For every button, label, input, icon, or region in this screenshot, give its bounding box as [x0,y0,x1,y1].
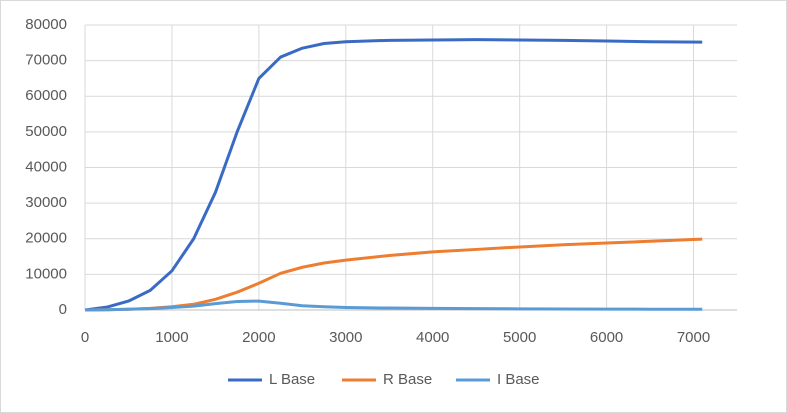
x-tick-label: 3000 [329,329,362,346]
series-line [84,299,703,312]
series-line [84,38,703,312]
legend-label: R Base [383,371,432,388]
y-tick-label: 70000 [25,52,67,69]
x-tick-label: 0 [81,329,89,346]
y-tick-label: 60000 [25,87,67,104]
legend-label: L Base [269,371,315,388]
y-tick-label: 10000 [25,265,67,282]
y-tick-label: 40000 [25,158,67,175]
x-tick-label: 5000 [503,329,536,346]
x-tick-label: 4000 [416,329,449,346]
x-tick-label: 1000 [155,329,188,346]
x-tick-label: 7000 [677,329,710,346]
y-tick-label: 50000 [25,123,67,140]
y-tick-label: 0 [59,301,67,318]
x-tick-label: 6000 [590,329,623,346]
y-tick-label: 20000 [25,230,67,247]
y-tick-label: 80000 [25,16,67,33]
x-tick-label: 2000 [242,329,275,346]
y-tick-label: 30000 [25,194,67,211]
legend-label: I Base [497,371,540,388]
